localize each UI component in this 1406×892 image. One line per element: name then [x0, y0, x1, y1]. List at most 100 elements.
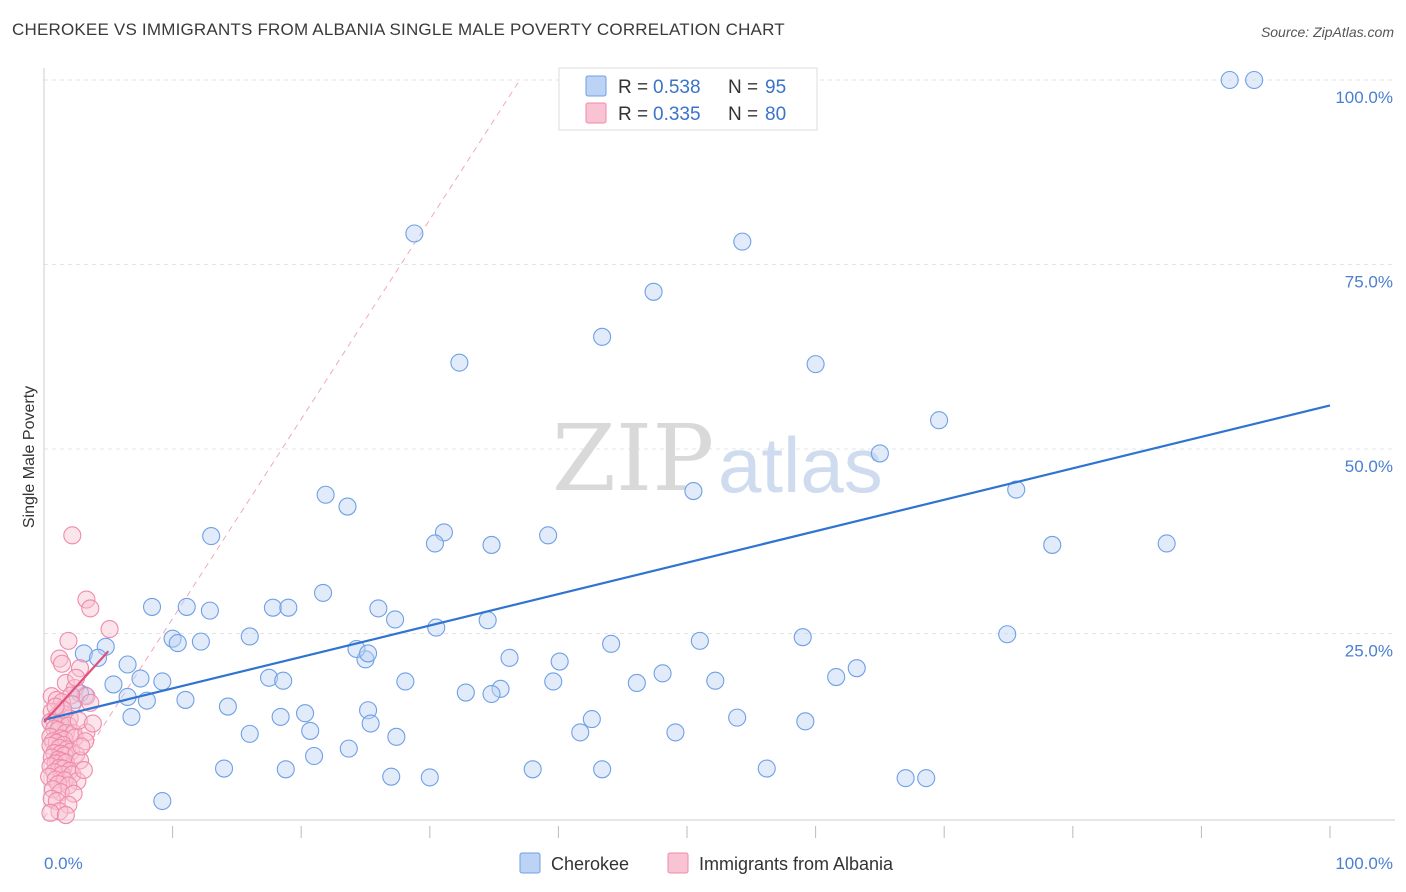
x-tick-label-max: 100.0% — [1335, 854, 1393, 873]
cherokee-point-80 — [666, 723, 685, 742]
tick-labels: 25.0% 50.0% 75.0% 100.0% 0.0% 100.0% — [44, 88, 1393, 873]
cherokee-point-36 — [602, 634, 621, 653]
cherokee-point-43 — [74, 644, 93, 663]
albania-point-70 — [41, 803, 60, 822]
bottom-legend-label-cherokee: Cherokee — [551, 854, 629, 874]
axes — [43, 68, 1395, 838]
cherokee-point-75 — [301, 721, 320, 740]
albania-point-71 — [56, 805, 75, 825]
cherokee-point-60 — [847, 659, 866, 678]
cherokee-point-19 — [1043, 535, 1062, 554]
albania-trend-line — [43, 650, 110, 723]
albania-point-64 — [64, 784, 83, 803]
albania-points — [40, 526, 119, 825]
cherokee-point-20 — [1157, 534, 1176, 553]
cherokee-point-82 — [796, 712, 815, 731]
cherokee-point-48 — [131, 669, 150, 688]
cherokee-point-26 — [200, 601, 219, 620]
bottom-legend: Cherokee Immigrants from Albania — [519, 852, 894, 874]
cherokee-point-21 — [314, 583, 333, 602]
cherokee-trend-line — [43, 404, 1331, 721]
legend-swatch-albania — [585, 102, 607, 124]
cherokee-point-86 — [305, 746, 324, 766]
cherokee-point-70 — [482, 684, 501, 704]
albania-point-67 — [47, 791, 66, 811]
cherokee-point-89 — [523, 760, 542, 779]
cherokee-point-38 — [793, 628, 812, 647]
cherokee-point-28 — [279, 598, 298, 617]
watermark-atlas: atlas — [718, 421, 883, 509]
bottom-legend-swatch-cherokee — [519, 852, 541, 874]
y-tick-label-2: 75.0% — [1345, 273, 1393, 292]
cherokee-point-94 — [153, 791, 172, 811]
cherokee-point-66 — [176, 690, 195, 709]
albania-point-77 — [67, 668, 86, 687]
legend-r-label-cherokee: R = — [618, 77, 648, 98]
cherokee-point-79 — [582, 710, 601, 729]
y-tick-label-3: 100.0% — [1335, 88, 1393, 107]
legend-r-cherokee: 0.538 — [653, 77, 701, 98]
cherokee-point-51 — [259, 668, 279, 687]
cherokee-point-17 — [482, 535, 501, 554]
cherokee-point-49 — [104, 675, 123, 694]
cherokee-point-30 — [386, 610, 405, 629]
legend-r-label-albania: R = — [618, 104, 648, 125]
cherokee-point-55 — [544, 672, 563, 691]
reference-line — [43, 79, 521, 819]
cherokee-point-91 — [757, 759, 776, 778]
cherokee-point-73 — [122, 707, 141, 726]
cherokee-point-25 — [177, 597, 196, 616]
cherokee-point-53 — [396, 672, 415, 691]
albania-point-5 — [50, 649, 69, 668]
bottom-legend-label-albania: Immigrants from Albania — [699, 854, 894, 874]
legend-n-albania: 80 — [765, 104, 786, 125]
y-tick-label-0: 25.0% — [1345, 642, 1393, 661]
cherokee-point-56 — [627, 673, 646, 692]
cherokee-point-45 — [500, 648, 519, 667]
cherokee-point-67 — [218, 697, 237, 716]
cherokee-point-4 — [644, 282, 663, 301]
watermark-zip: ZIP — [552, 405, 714, 512]
source-label: Source: ZipAtlas.com — [1260, 24, 1394, 40]
cherokee-point-12 — [338, 497, 357, 516]
x-tick-label-min: 0.0% — [44, 854, 83, 873]
trend-lines — [43, 404, 1331, 723]
cherokee-point-35 — [240, 627, 259, 646]
reference-dashed-line — [43, 79, 521, 819]
cherokee-point-77 — [387, 727, 406, 746]
albania-point-0 — [63, 526, 82, 545]
cherokee-point-68 — [359, 701, 378, 720]
cherokee-point-33 — [168, 634, 187, 653]
gridlines — [44, 79, 1395, 634]
cherokee-point-57 — [653, 664, 672, 683]
cherokee-point-9 — [870, 444, 889, 463]
cherokee-point-22 — [369, 599, 388, 618]
cherokee-point-27 — [263, 598, 282, 617]
cherokee-point-42 — [359, 644, 378, 663]
albania-point-7 — [70, 659, 90, 678]
watermark: ZIP atlas — [552, 405, 883, 512]
cherokee-point-52 — [274, 671, 293, 690]
cherokee-point-8 — [930, 411, 949, 430]
albania-point-68 — [59, 795, 78, 814]
cherokee-point-10 — [684, 482, 703, 501]
cherokee-point-85 — [339, 739, 358, 758]
cherokee-point-90 — [593, 760, 612, 779]
cherokee-point-76 — [361, 714, 380, 733]
cherokee-point-29 — [478, 611, 497, 630]
cherokee-point-93 — [917, 769, 936, 788]
cherokee-point-83 — [296, 704, 315, 723]
cherokee-point-46 — [550, 652, 569, 671]
cherokee-point-74 — [240, 724, 259, 743]
cherokee-point-87 — [276, 760, 295, 779]
cherokee-point-95 — [382, 767, 401, 786]
cherokee-points — [45, 70, 1264, 811]
cherokee-point-69 — [456, 683, 475, 702]
cherokee-point-84 — [271, 707, 290, 726]
cherokee-point-16 — [425, 534, 444, 553]
cherokee-point-7 — [806, 355, 825, 374]
cherokee-point-47 — [118, 655, 137, 674]
chart-title: CHEROKEE VS IMMIGRANTS FROM ALBANIA SING… — [12, 20, 785, 39]
legend-n-label-albania: N = — [728, 104, 758, 125]
legend-swatch-cherokee — [585, 75, 607, 97]
